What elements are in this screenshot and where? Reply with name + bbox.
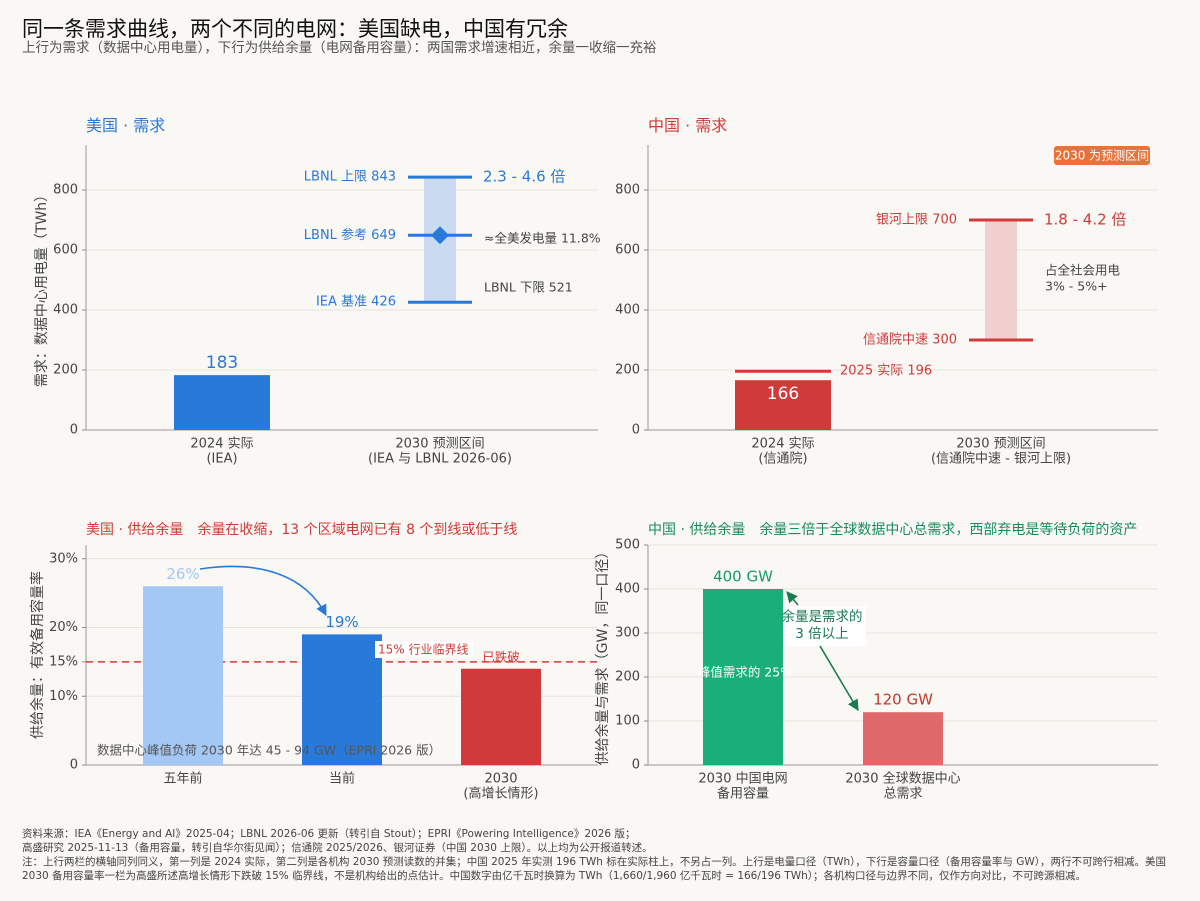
actual-label: 2025 实际 196 (840, 364, 932, 379)
x-tick-label: (IEA 与 LBNL 2026-06) (368, 452, 512, 467)
x-tick-label: 当前 (329, 771, 355, 787)
y-tick-label: 30% (49, 551, 78, 566)
x-tick-label: 2024 实际 (190, 437, 253, 452)
annotation-box (778, 606, 866, 646)
bar (461, 668, 541, 765)
y-tick-label: 0 (632, 423, 640, 438)
y-tick-label: 500 (615, 538, 640, 553)
arrow (786, 591, 799, 606)
marker-label: 银河上限 700 (876, 213, 957, 228)
y-tick-label: 400 (615, 303, 640, 318)
value-label: 26% (166, 565, 199, 583)
x-tick-label: 备用容量 (717, 786, 769, 802)
value-label: 19% (325, 613, 358, 631)
marker-label: IEA 基准 426 (316, 295, 396, 310)
value-label: 166 (767, 384, 799, 404)
y-axis-label: 需求：数据中心用电量（TWh） (34, 188, 50, 387)
x-tick-label: 2030 预测区间 (956, 437, 1045, 452)
arrow (819, 645, 859, 711)
x-tick-label: (信通院中速 - 银河上限) (931, 452, 1071, 467)
y-tick-label: 800 (53, 183, 78, 198)
x-tick-label: (IEA) (206, 452, 237, 467)
annotation: ≈全美发电量 11.8% (484, 231, 601, 246)
y-tick-label: 400 (615, 582, 640, 597)
range-label: 1.8 - 4.2 倍 (1044, 211, 1126, 229)
note: 高盛研究 2025-11-13（备用容量，转引自华尔街见闻）；信通院 2025/… (22, 841, 653, 854)
annotation: 占全社会用电 (1045, 263, 1121, 278)
bar (174, 375, 270, 430)
y-tick-label: 400 (53, 303, 78, 318)
note: 资料来源：IEA《Energy and AI》2025-04；LBNL 2026… (22, 827, 635, 840)
value-label: 183 (206, 353, 238, 373)
x-tick-label: 2030 全球数据中心 (845, 771, 960, 787)
page-title: 同一条需求曲线，两个不同的电网：美国缺电，中国有冗余 (22, 17, 568, 41)
panel-subtitle: 余量在收缩，13 个区域电网已有 8 个到线或低于线 (197, 521, 517, 538)
annotation: 3 倍以上 (795, 626, 848, 642)
y-axis-label: 供给余量与需求（GW，同一口径） (594, 545, 611, 766)
page-subtitle: 上行为需求（数据中心用电量），下行为供给余量（电网备用容量）：两国需求增速相近，… (22, 39, 657, 56)
value-label: 400 GW (713, 568, 773, 586)
x-tick-label: (信通院) (758, 452, 807, 467)
marker-label: LBNL 参考 649 (304, 227, 396, 243)
x-tick-label: 五年前 (163, 771, 202, 787)
annotation: 已跌破 (482, 650, 520, 665)
note: 2030 备用容量率一栏为高盛所述高增长情形下跌破 15% 临界线，不是机构给出… (22, 869, 1086, 882)
x-tick-label: 2030 预测区间 (395, 437, 484, 452)
x-tick-label: 总需求 (883, 787, 922, 802)
threshold-label-bg (375, 641, 473, 658)
badge: 2030 为预测区间 (1055, 149, 1149, 163)
y-tick-label: 100 (615, 714, 640, 729)
panel-title-main: 中国 · 需求 (648, 116, 727, 135)
y-tick-label: 600 (615, 243, 640, 258)
y-axis-label: 供给余量：有效备用容量率 (29, 571, 46, 739)
y-tick-label: 0 (70, 423, 78, 438)
panel-title: 美国 · 供给余量 余量在收缩，13 个区域电网已有 8 个到线或低于线 (86, 521, 517, 538)
annotation: 3% - 5%+ (1045, 279, 1108, 294)
marker-label: 信通院中速 300 (863, 333, 957, 348)
range-label: 2.3 - 4.6 倍 (483, 168, 565, 186)
panel-title: 美国 · 需求 (86, 116, 165, 135)
panel-title-main: 美国 · 供给余量 (86, 521, 183, 538)
panel-title-main: 中国 · 供给余量 (648, 521, 745, 538)
y-tick-label: 200 (615, 670, 640, 685)
panel-subtitle: 余量三倍于全球数据中心总需求，西部弃电是等待负荷的资产 (759, 521, 1137, 538)
y-tick-label: 800 (615, 183, 640, 198)
annotation: 峰值需求的 25% (698, 665, 792, 680)
bar (302, 634, 382, 765)
panel-title-main: 美国 · 需求 (86, 116, 165, 135)
note: 注：上行两栏的横轴同列同义，第一列是 2024 实际，第二列是各机构 2030 … (22, 855, 1166, 868)
value-label: 120 GW (873, 691, 933, 709)
arrow (199, 565, 327, 616)
bar (735, 380, 831, 430)
y-tick-label: 300 (615, 626, 640, 641)
range-band (985, 220, 1017, 340)
panel-title: 中国 · 供给余量 余量三倍于全球数据中心总需求，西部弃电是等待负荷的资产 (648, 521, 1137, 538)
x-tick-label: (高增长情形) (463, 786, 538, 802)
threshold-label: 15% 行业临界线 (378, 643, 469, 657)
y-tick-label: 0 (70, 758, 78, 773)
panel-title: 中国 · 需求 (648, 116, 727, 135)
y-tick-label: 20% (49, 620, 78, 635)
y-tick-label: 0 (632, 758, 640, 773)
marker-label: LBNL 上限 843 (304, 170, 396, 185)
badge-bg (1054, 146, 1150, 165)
y-tick-label: 10% (49, 689, 78, 704)
bar (863, 712, 943, 765)
x-tick-label: 2030 (484, 772, 517, 787)
y-tick-label: 15% (49, 654, 78, 669)
annotation: 数据中心峰值负荷 2030 年达 45 - 94 GW（EPRI 2026 版） (97, 743, 441, 758)
y-tick-label: 200 (615, 363, 640, 378)
y-tick-label: 600 (53, 243, 78, 258)
reference-diamond (431, 226, 449, 245)
bar (143, 586, 223, 765)
x-tick-label: 2024 实际 (751, 437, 814, 452)
bar (703, 589, 783, 765)
annotation: 余量是需求的 (782, 608, 863, 625)
y-tick-label: 200 (53, 363, 78, 378)
x-tick-label: 2030 中国电网 (698, 772, 787, 787)
annotation: LBNL 下限 521 (484, 280, 573, 295)
